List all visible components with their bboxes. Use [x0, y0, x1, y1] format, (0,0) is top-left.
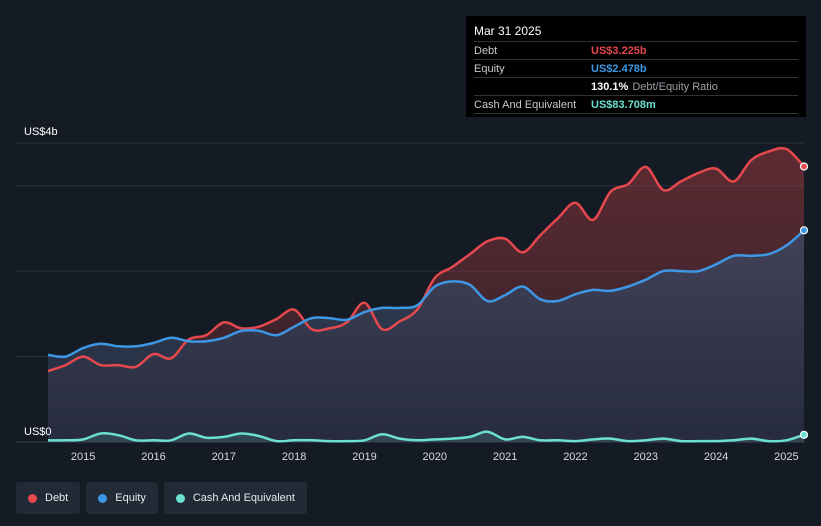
y-axis-bottom-label: US$0: [24, 426, 52, 438]
legend-label-cash: Cash And Equivalent: [192, 492, 295, 504]
x-tick-label: 2018: [282, 451, 306, 463]
tooltip-row-equity: Equity US$2.478b: [474, 59, 798, 77]
x-tick-label: 2017: [212, 451, 236, 463]
legend-item-cash[interactable]: Cash And Equivalent: [163, 482, 307, 514]
legend-label-equity: Equity: [115, 492, 146, 504]
debt-line: [47, 146, 805, 373]
tooltip-row-cash: Cash And Equivalent US$83.708m: [474, 95, 798, 114]
legend-item-equity[interactable]: Equity: [86, 482, 158, 514]
x-axis-ticks: 2015 2016 2017 2018 2019 2020 2021 2022 2023 2024…: [71, 451, 799, 463]
cash-end-marker: [799, 430, 809, 439]
tooltip-value-cash: US$83.708m: [591, 98, 656, 111]
legend-dot-cash-icon: [175, 493, 185, 503]
tooltip-date: Mar 31 2025: [474, 24, 542, 38]
chart-tooltip: Mar 31 2025 Debt US$3.225b Equity US$2.4…: [466, 16, 806, 117]
x-tick-label: 2020: [423, 451, 447, 463]
tooltip-label-equity: Equity: [474, 62, 505, 75]
x-tick-label: 2024: [704, 451, 728, 463]
tooltip-ratio-caption: Debt/Equity Ratio: [632, 80, 718, 93]
y-axis-top-label: US$4b: [24, 126, 58, 138]
tooltip-row-ratio: 130.1% Debt/Equity Ratio: [474, 77, 798, 95]
cash-line: [47, 430, 805, 443]
x-tick-label: 2022: [563, 451, 587, 463]
legend-label-debt: Debt: [45, 492, 69, 504]
tooltip-value-debt: US$3.225b: [591, 44, 647, 57]
tooltip-row-debt: Debt US$3.225b: [474, 41, 798, 59]
legend-dot-equity-icon: [98, 493, 108, 503]
equity-area: [48, 230, 804, 442]
tooltip-value-equity: US$2.478b: [591, 62, 647, 75]
debt-end-marker: [799, 162, 809, 171]
tooltip-label-cash: Cash And Equivalent: [474, 98, 577, 111]
x-tick-label: 2025: [774, 451, 798, 463]
x-tick-label: 2021: [493, 451, 517, 463]
equity-line: [47, 229, 805, 359]
legend-item-debt[interactable]: Debt: [16, 482, 81, 514]
tooltip-label-debt: Debt: [474, 44, 498, 57]
legend-dot-debt-icon: [28, 493, 37, 503]
x-tick-label: 2019: [352, 451, 376, 463]
x-tick-label: 2023: [634, 451, 658, 463]
x-tick-label: 2015: [71, 451, 95, 463]
tooltip-value-ratio: 130.1%: [591, 80, 629, 93]
chart-legend: Debt Equity Cash And Equivalent: [16, 482, 307, 514]
equity-end-marker: [799, 226, 809, 235]
series-lines: [47, 146, 809, 443]
x-tick-label: 2016: [141, 451, 165, 463]
